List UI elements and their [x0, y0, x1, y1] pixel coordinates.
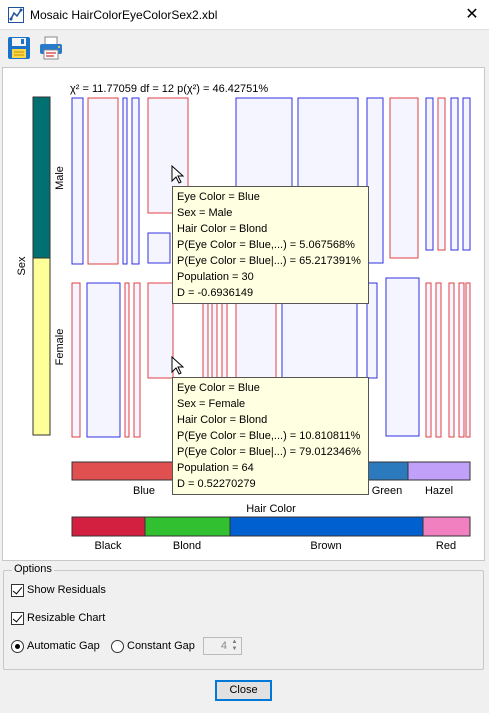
hair-label-red: Red — [436, 540, 456, 552]
eye-label-hazel: Hazel — [425, 485, 453, 497]
options-group: Options — [3, 563, 484, 670]
tooltip-male-blond: Eye Color = Blue Sex = Male Hair Color =… — [172, 186, 369, 304]
mouse-cursor-icon — [171, 165, 185, 184]
tooltip-line: D = 0.52270279 — [177, 478, 256, 490]
mosaic-cell[interactable] — [235, 97, 293, 189]
constant-gap-label[interactable]: Constant Gap — [127, 640, 195, 652]
mosaic-cell[interactable] — [131, 97, 140, 265]
mosaic-cell[interactable] — [71, 282, 81, 438]
hair-bar-red — [422, 516, 471, 537]
constant-gap-radio[interactable] — [111, 640, 124, 653]
mouse-cursor-icon — [171, 356, 185, 375]
hair-label-brown: Brown — [310, 540, 341, 552]
eye-bar-hazel — [407, 461, 471, 481]
gap-value: 4 — [220, 640, 227, 652]
sex-label-male: Male — [54, 166, 66, 190]
close-icon[interactable]: ✕ — [465, 6, 479, 23]
mosaic-cell[interactable] — [425, 282, 432, 438]
hair-label-black: Black — [95, 540, 122, 552]
mosaic-cell[interactable] — [389, 97, 419, 259]
mosaic-cell[interactable] — [122, 97, 128, 265]
options-legend: Options — [12, 563, 54, 575]
sex-label-female: Female — [54, 329, 66, 366]
show-residuals-checkbox[interactable] — [11, 584, 24, 597]
eye-bar-green — [366, 461, 409, 481]
mosaic-cell[interactable] — [435, 282, 442, 438]
hair-axis-label: Hair Color — [246, 503, 296, 515]
spinner-arrows-icon[interactable]: ▲ ▼ — [231, 639, 238, 652]
mosaic-cell[interactable] — [465, 282, 471, 438]
tooltip-line: P(Eye Color = Blue,...) = 5.067568% — [177, 239, 355, 251]
mosaic-cell[interactable] — [366, 282, 378, 379]
mosaic-cell[interactable] — [211, 299, 218, 379]
title-bar: Mosaic HairColorEyeColorSex2.xbl ✕ — [0, 0, 489, 30]
mosaic-cell[interactable] — [437, 97, 446, 251]
chi-square-stats: χ² = 11.77059 df = 12 p(χ²) = 46.42751% — [70, 83, 269, 95]
show-residuals-label[interactable]: Show Residuals — [27, 584, 106, 596]
tooltip-line: Eye Color = Blue — [177, 191, 260, 203]
mosaic-cell[interactable] — [87, 97, 119, 265]
tooltip-line: P(Eye Color = Blue,...) = 10.810811% — [177, 430, 361, 442]
tooltip-line: Population = 30 — [177, 271, 254, 283]
app-icon — [8, 7, 24, 23]
save-icon[interactable] — [6, 35, 32, 61]
sex-axis-label: Sex — [16, 256, 28, 275]
tooltip-line: D = -0.6936149 — [177, 287, 254, 299]
tooltip-line: Sex = Female — [177, 398, 246, 410]
tooltip-line: Hair Color = Blond — [177, 414, 268, 426]
tooltip-female-blond: Eye Color = Blue Sex = Female Hair Color… — [172, 377, 369, 495]
tooltip-line: Eye Color = Blue — [177, 382, 260, 394]
hair-bar-blond — [144, 516, 231, 537]
mosaic-cell[interactable] — [202, 299, 209, 379]
eye-label-blue: Blue — [133, 485, 155, 497]
mosaic-cell[interactable] — [147, 282, 174, 379]
close-button[interactable]: Close — [215, 680, 272, 701]
mosaic-cell[interactable] — [133, 282, 141, 438]
mosaic-cell[interactable] — [235, 299, 277, 379]
hair-label-blond: Blond — [173, 540, 201, 552]
mosaic-cell[interactable] — [425, 97, 434, 251]
mosaic-cell[interactable] — [458, 282, 465, 438]
mosaic-cell[interactable] — [221, 299, 228, 379]
mosaic-cell[interactable] — [385, 277, 420, 437]
eye-label-green: Green — [372, 485, 403, 497]
mosaic-cell[interactable] — [124, 282, 130, 438]
automatic-gap-radio[interactable] — [11, 640, 24, 653]
resizable-chart-label[interactable]: Resizable Chart — [27, 612, 106, 624]
gap-spinner[interactable]: 4 ▲ ▼ — [203, 637, 242, 655]
tooltip-line: P(Eye Color = Blue|...) = 65.217391% — [177, 255, 361, 267]
mosaic-cell[interactable] — [448, 282, 455, 438]
tooltip-line: Population = 64 — [177, 462, 254, 474]
hair-bar-brown — [229, 516, 424, 537]
tooltip-line: Hair Color = Blond — [177, 223, 268, 235]
mosaic-cell[interactable] — [366, 97, 384, 264]
sex-bar-male — [32, 96, 51, 259]
tooltip-line: P(Eye Color = Blue|...) = 79.012346% — [177, 446, 361, 458]
window-title: Mosaic HairColorEyeColorSex2.xbl — [30, 8, 218, 22]
male-cells — [71, 97, 471, 265]
mosaic-cell[interactable] — [86, 282, 121, 438]
mosaic-cell[interactable] — [147, 232, 171, 264]
print-icon[interactable] — [38, 35, 64, 61]
hair-bar-black — [71, 516, 146, 537]
mosaic-cell[interactable] — [450, 97, 459, 251]
tooltip-line: Sex = Male — [177, 207, 233, 219]
resizable-chart-checkbox[interactable] — [11, 612, 24, 625]
sex-bar-female — [32, 257, 51, 436]
mosaic-cell[interactable] — [462, 97, 471, 251]
mosaic-cell[interactable] — [297, 97, 359, 189]
mosaic-cell[interactable] — [71, 97, 84, 265]
automatic-gap-label[interactable]: Automatic Gap — [27, 640, 100, 652]
toolbar — [0, 31, 489, 65]
